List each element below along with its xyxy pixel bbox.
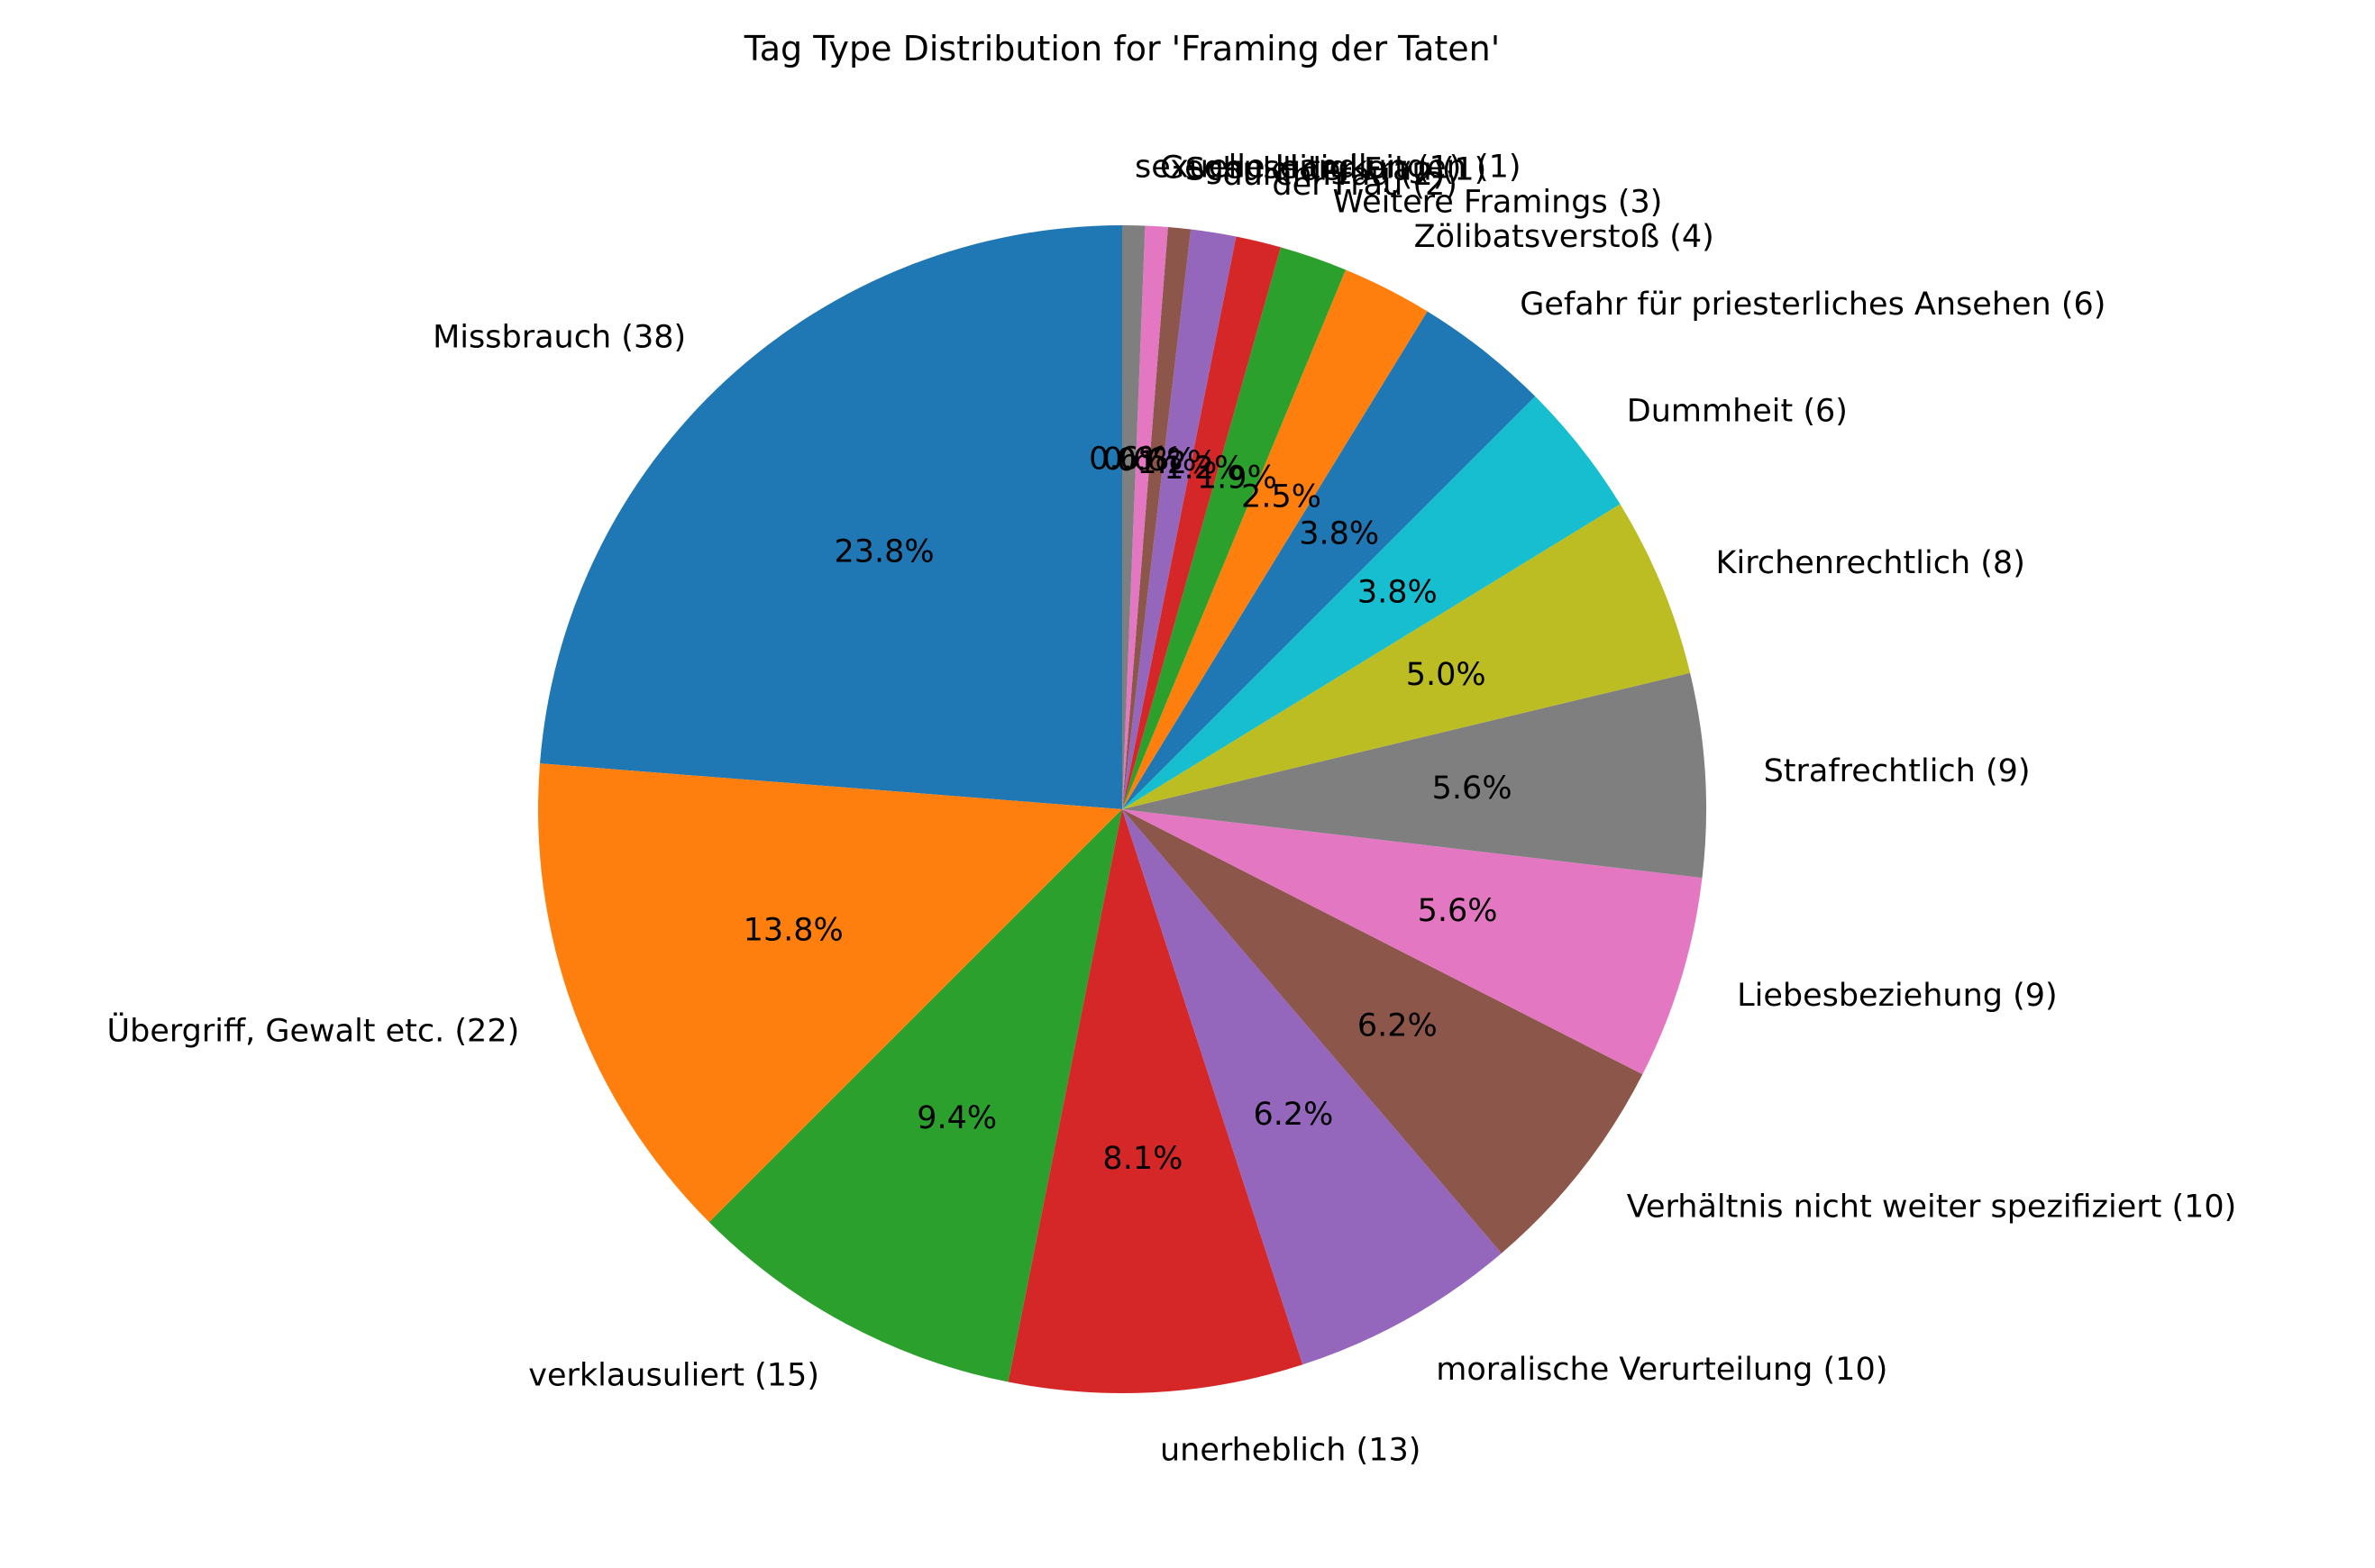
category-label-weitere-framings: Weitere Framings (3) [1333, 185, 1663, 221]
category-label-verh-ltnis-nicht-weiter-spezifiziert: Verhältnis nicht weiter spezifiziert (10… [1627, 1189, 2237, 1225]
pct-label-dummheit: 3.8% [1357, 574, 1438, 610]
category-label-strafrechtlich: Strafrechtlich (9) [1764, 753, 2031, 789]
pie-slices [538, 225, 1707, 1393]
slice-z-libatsversto [1122, 269, 1428, 809]
category-label-der-frau: der Frau (2) [1272, 167, 1457, 203]
category-label-unerheblich: unerheblich (13) [1160, 1433, 1420, 1469]
category-label-liebesbeziehung: Liebesbeziehung (9) [1737, 978, 2058, 1014]
pct-label-moralische-verurteilung: 6.2% [1254, 1097, 1334, 1133]
category-labels: Missbrauch (38) Übergriff, Gewalt etc. (2… [107, 149, 2237, 1468]
slice-liebesbeziehung [1122, 809, 1703, 1075]
slice-moralische-verurteilung [1122, 809, 1502, 1365]
pct-label-gefahr-f-r-priesterliches-ansehen: 3.8% [1299, 516, 1379, 552]
category-label-gegenseitigkeit: Gegenseitigkeit (1) [1160, 150, 1461, 186]
slice-gegenseitigkeit [1122, 225, 1168, 810]
slice-kirchenrechtlich [1122, 504, 1691, 809]
pct-label-schuld-der-frau: 0.6% [1117, 442, 1197, 479]
category-label-schuld-der-frau: Schuld der Frau (1) [1185, 152, 1486, 188]
pct-label-unerheblich: 8.1% [1102, 1141, 1183, 1177]
pct-label-liebesbeziehung: 5.6% [1418, 893, 1498, 929]
pct-label-sexuelle-handlungen: 0.6% [1089, 441, 1169, 477]
pct-label-bergriff-gewalt-etc: 13.8% [744, 913, 844, 949]
slice-durch-frau [1122, 229, 1237, 809]
category-label-durch-frau: durch Frau (2) [1223, 157, 1446, 193]
slice-sexuelle-handlungen [1122, 225, 1146, 809]
category-label-verklausuliert: verklausuliert (15) [528, 1358, 819, 1394]
pct-label-gegenseitigkeit: 0.6% [1102, 442, 1183, 478]
pct-label-strafrechtlich: 5.6% [1432, 770, 1512, 807]
pct-label-missbrauch: 23.8% [834, 533, 934, 570]
category-label-gefahr-f-r-priesterliches-ansehen: Gefahr für priesterliches Ansehen (6) [1520, 287, 2106, 323]
slice-weitere-framings [1122, 247, 1346, 810]
slice-gefahr-f-r-priesterliches-ansehen [1122, 311, 1536, 810]
pct-label-z-libatsversto: 2.5% [1241, 479, 1321, 515]
percent-labels: 23.8% 13.8% 9.4% 8.1% 6.2% 6.2% 5.6% 5.6% 5.0% 3.… [744, 441, 1512, 1177]
slice-der-frau [1122, 236, 1281, 809]
category-label-bergriff-gewalt-etc: Übergriff, Gewalt etc. (22) [107, 1012, 520, 1050]
category-label-dummheit: Dummheit (6) [1627, 394, 1848, 430]
category-label-missbrauch: Missbrauch (38) [433, 320, 686, 356]
slice-bergriff-gewalt-etc [538, 763, 1122, 1223]
pct-label-durch-frau: 1.2% [1137, 445, 1217, 481]
category-label-moralische-verurteilung: moralische Verurteilung (10) [1436, 1352, 1887, 1388]
slice-verh-ltnis-nicht-weiter-spezifiziert [1122, 809, 1643, 1253]
slice-unerheblich [1008, 809, 1303, 1393]
chart-title: Tag Type Distribution for 'Framing der T… [744, 29, 1500, 68]
category-label-kirchenrechtlich: Kirchenrechtlich (8) [1716, 545, 2025, 581]
slice-strafrechtlich [1122, 672, 1707, 879]
pct-label-der-frau: 1.2% [1164, 451, 1244, 487]
slice-missbrauch [539, 225, 1122, 809]
category-label-sexuelle-handlungen: sexuelle Handlungen (1) [1135, 149, 1521, 185]
pct-label-weitere-framings: 1.9% [1197, 460, 1277, 497]
slice-verklausuliert [708, 809, 1122, 1382]
pct-label-kirchenrechtlich: 5.0% [1406, 657, 1486, 693]
slice-schuld-der-frau [1122, 226, 1192, 810]
category-label-z-libatsversto: Zölibatsverstoß (4) [1414, 219, 1714, 255]
slice-dummheit [1122, 396, 1621, 809]
pct-label-verklausuliert: 9.4% [917, 1100, 997, 1136]
pct-label-verh-ltnis-nicht-weiter-spezifiziert: 6.2% [1357, 1008, 1438, 1044]
